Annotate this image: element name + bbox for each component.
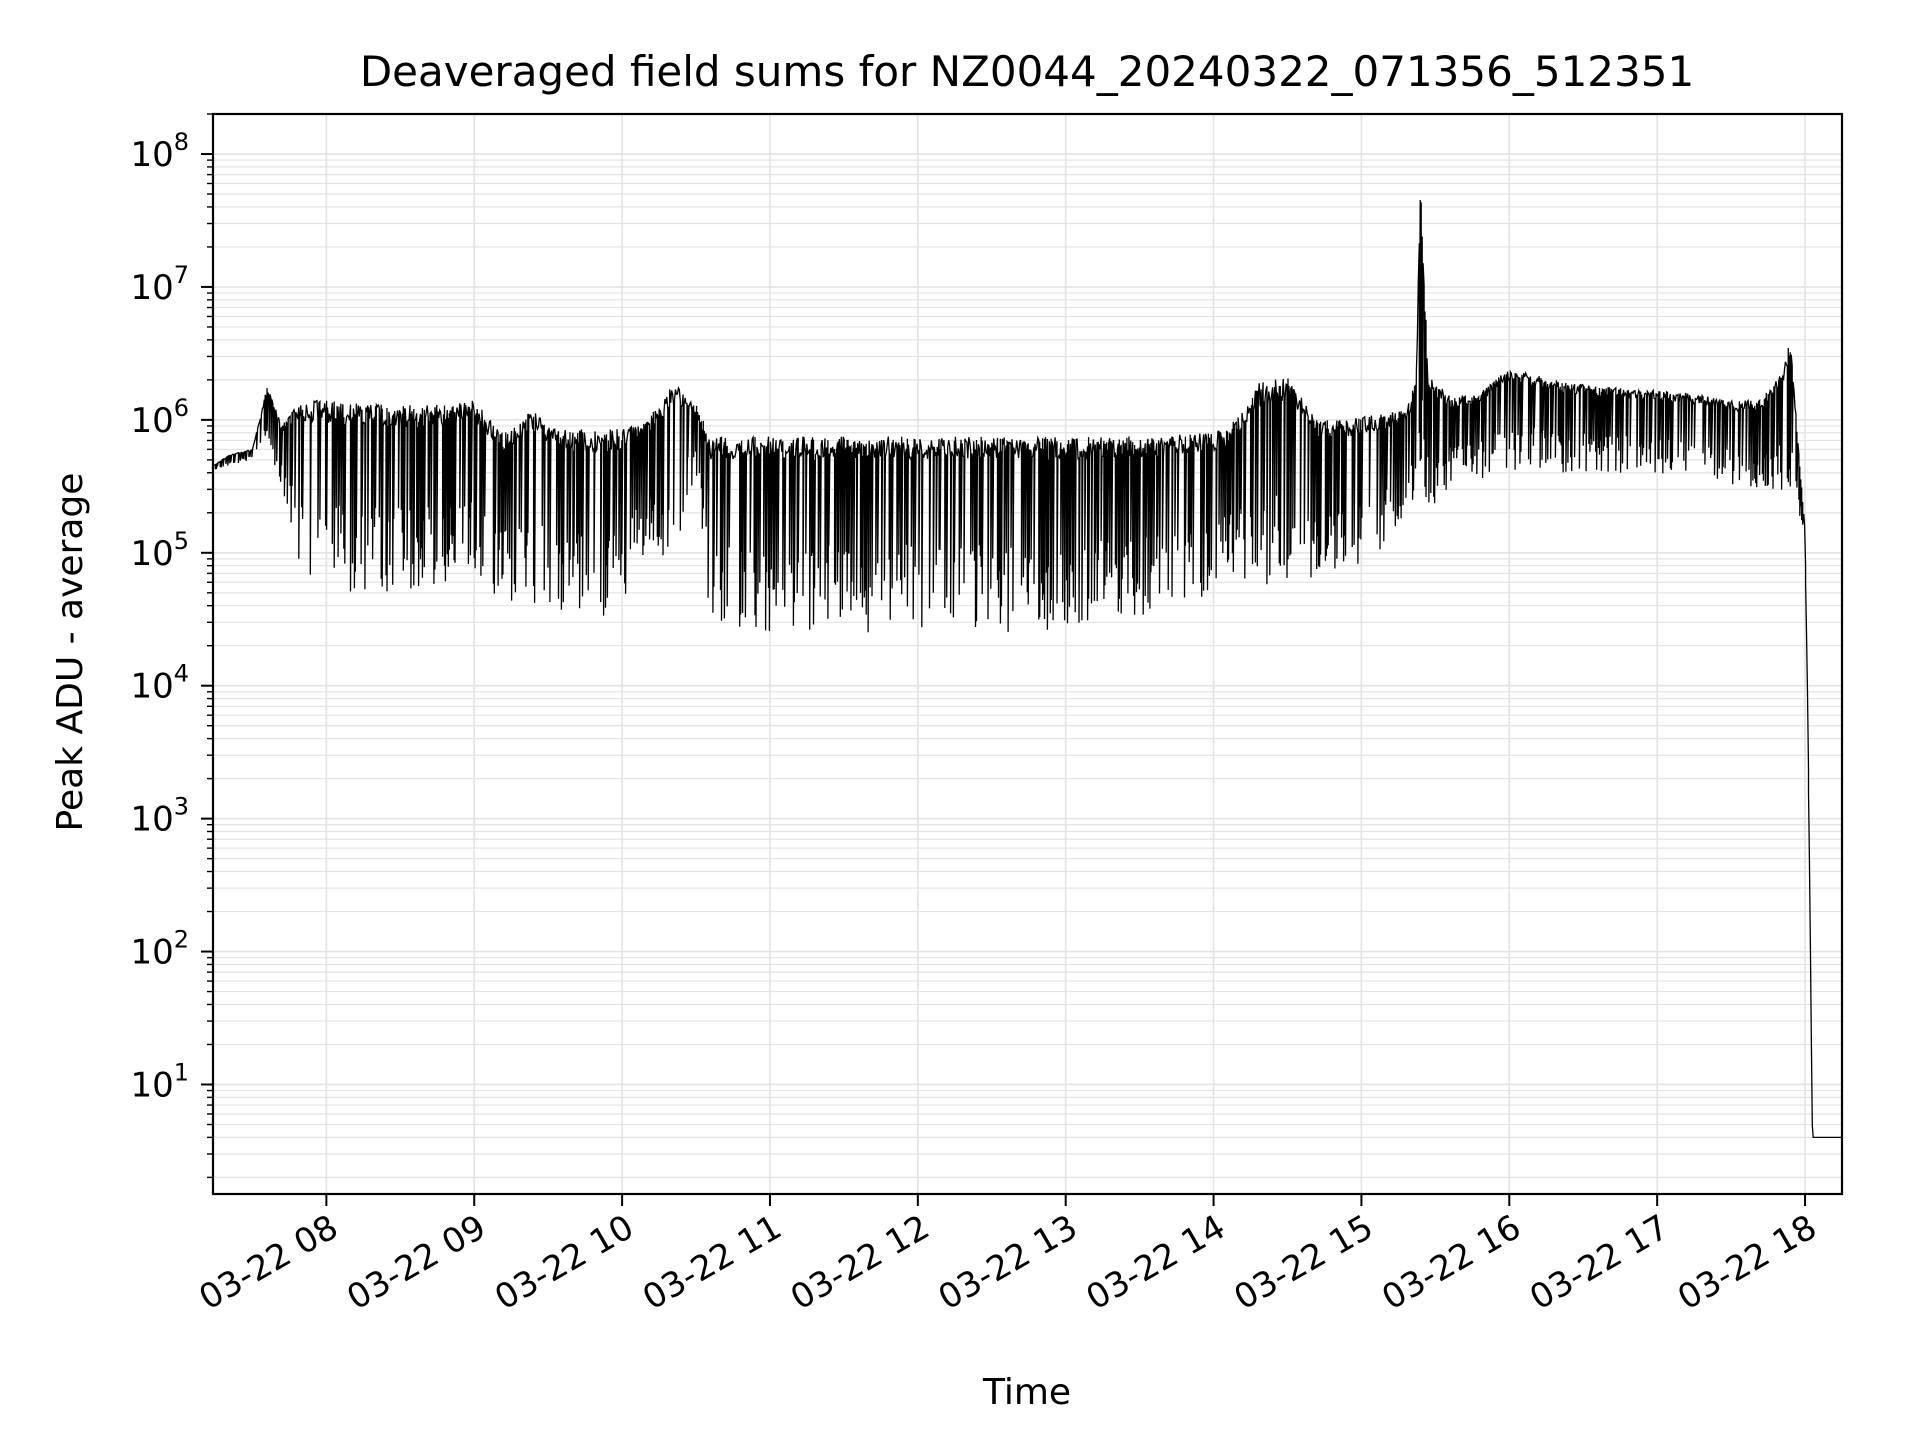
y-tick-label: 105 xyxy=(130,527,189,574)
x-axis-label: Time xyxy=(982,1372,1071,1413)
y-tick-label: 101 xyxy=(130,1058,189,1105)
data-series xyxy=(211,199,1842,1139)
y-tick-label: 106 xyxy=(130,394,189,441)
y-axis-ticks: 101 102 103 104 105 106 107 108 xyxy=(130,113,213,1179)
y-tick-label: 102 xyxy=(130,926,189,973)
y-tick-label: 104 xyxy=(130,660,189,707)
y-tick-label: 108 xyxy=(130,128,189,175)
chart-title: Deaveraged field sums for NZ0044_2024032… xyxy=(360,47,1694,96)
y-tick-label: 103 xyxy=(130,793,189,840)
y-axis-label: Peak ADU - average xyxy=(50,473,91,832)
plot-frame xyxy=(211,112,1844,1196)
y-tick-label: 107 xyxy=(130,261,189,308)
series-line xyxy=(211,199,1842,1139)
